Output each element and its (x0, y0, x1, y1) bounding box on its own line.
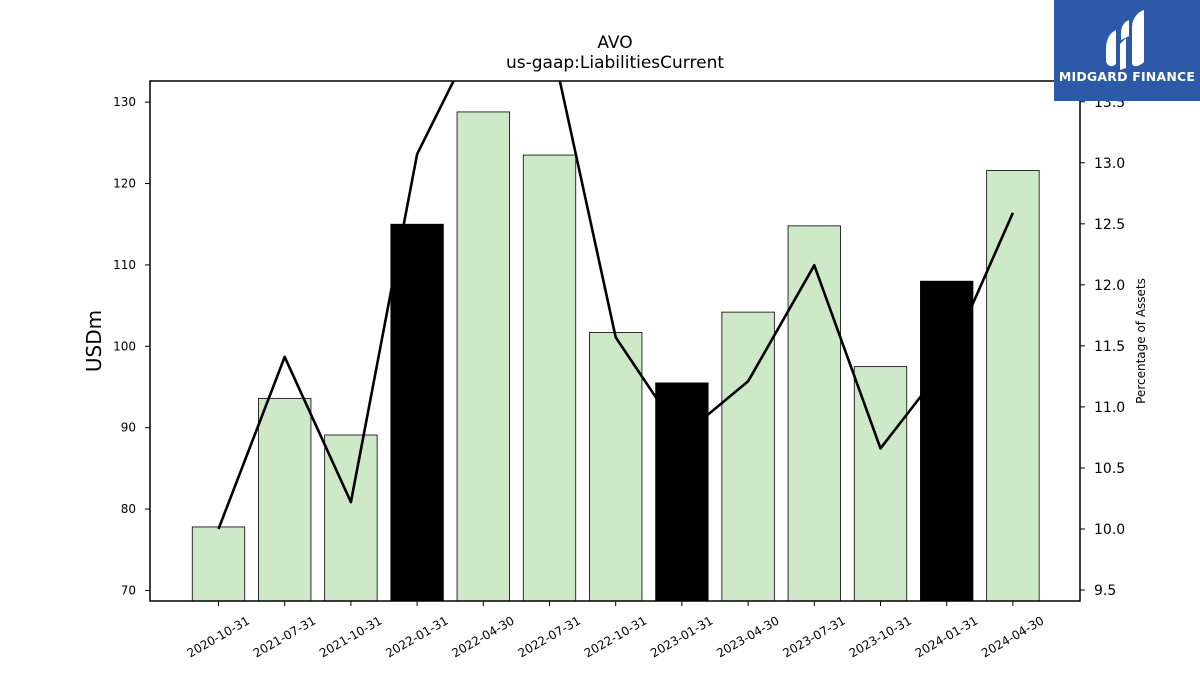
plot-frame (149, 80, 1081, 602)
x-tick-label: 2024-04-30 (979, 613, 1046, 660)
y-tick-label: 90 (121, 421, 136, 435)
chart-title: AVO (597, 33, 632, 53)
x-tick-label: 2023-07-31 (780, 613, 847, 660)
midgard-finance-logo: MIDGARD FINANCE (1054, 0, 1200, 101)
percentage-line (217, 81, 1015, 530)
bar (721, 311, 775, 602)
bar (390, 223, 444, 602)
y-tick-label: 70 (121, 583, 136, 597)
y2-tick-label: 9.5 (1094, 583, 1116, 599)
bar (655, 382, 709, 602)
x-tick-label: 2020-10-31 (185, 613, 252, 660)
y-tick-label: 130 (113, 95, 136, 109)
y2-tick-label: 11.5 (1094, 339, 1125, 355)
y2-tick-label: 10.5 (1094, 461, 1125, 477)
bar (191, 526, 246, 602)
y-tick-label: 120 (113, 177, 136, 191)
bar (258, 397, 312, 602)
y-axis-label: USDm (82, 310, 106, 372)
y2-tick-label: 12.5 (1094, 217, 1125, 233)
x-tick-label: 2024-01-31 (913, 613, 980, 660)
bar (589, 332, 643, 602)
x-tick-label: 2021-07-31 (251, 613, 318, 660)
bar (986, 170, 1040, 602)
x-tick-label: 2023-01-31 (648, 613, 715, 660)
y2-tick-label: 12.0 (1094, 278, 1125, 294)
y-tick-label: 110 (113, 258, 136, 272)
bar (920, 280, 974, 602)
bar (522, 154, 577, 602)
midgard-logo-icon (1106, 10, 1144, 70)
y2-tick-label: 13.0 (1094, 156, 1125, 172)
x-tick-label: 2022-01-31 (383, 613, 450, 660)
x-tick-label: 2022-07-31 (516, 613, 583, 660)
logo-text: MIDGARD FINANCE (1058, 69, 1196, 84)
y-tick-label: 100 (113, 339, 136, 353)
chart-subtitle: us-gaap:LiabilitiesCurrent (506, 53, 724, 73)
x-tick-label: 2023-04-30 (714, 613, 781, 660)
y2-tick-label: 11.0 (1094, 400, 1125, 416)
y-tick-label: 80 (121, 502, 136, 516)
x-tick-label: 2022-10-31 (582, 613, 649, 660)
bar (456, 111, 510, 602)
bar (853, 366, 908, 602)
y2-axis-label: Percentage of Assets (1134, 278, 1148, 404)
y2-tick-label: 10.0 (1094, 522, 1125, 538)
x-tick-label: 2021-10-31 (317, 613, 384, 660)
x-tick-label: 2022-04-30 (449, 613, 516, 660)
x-tick-label: 2023-10-31 (847, 613, 914, 660)
bar (787, 225, 841, 602)
